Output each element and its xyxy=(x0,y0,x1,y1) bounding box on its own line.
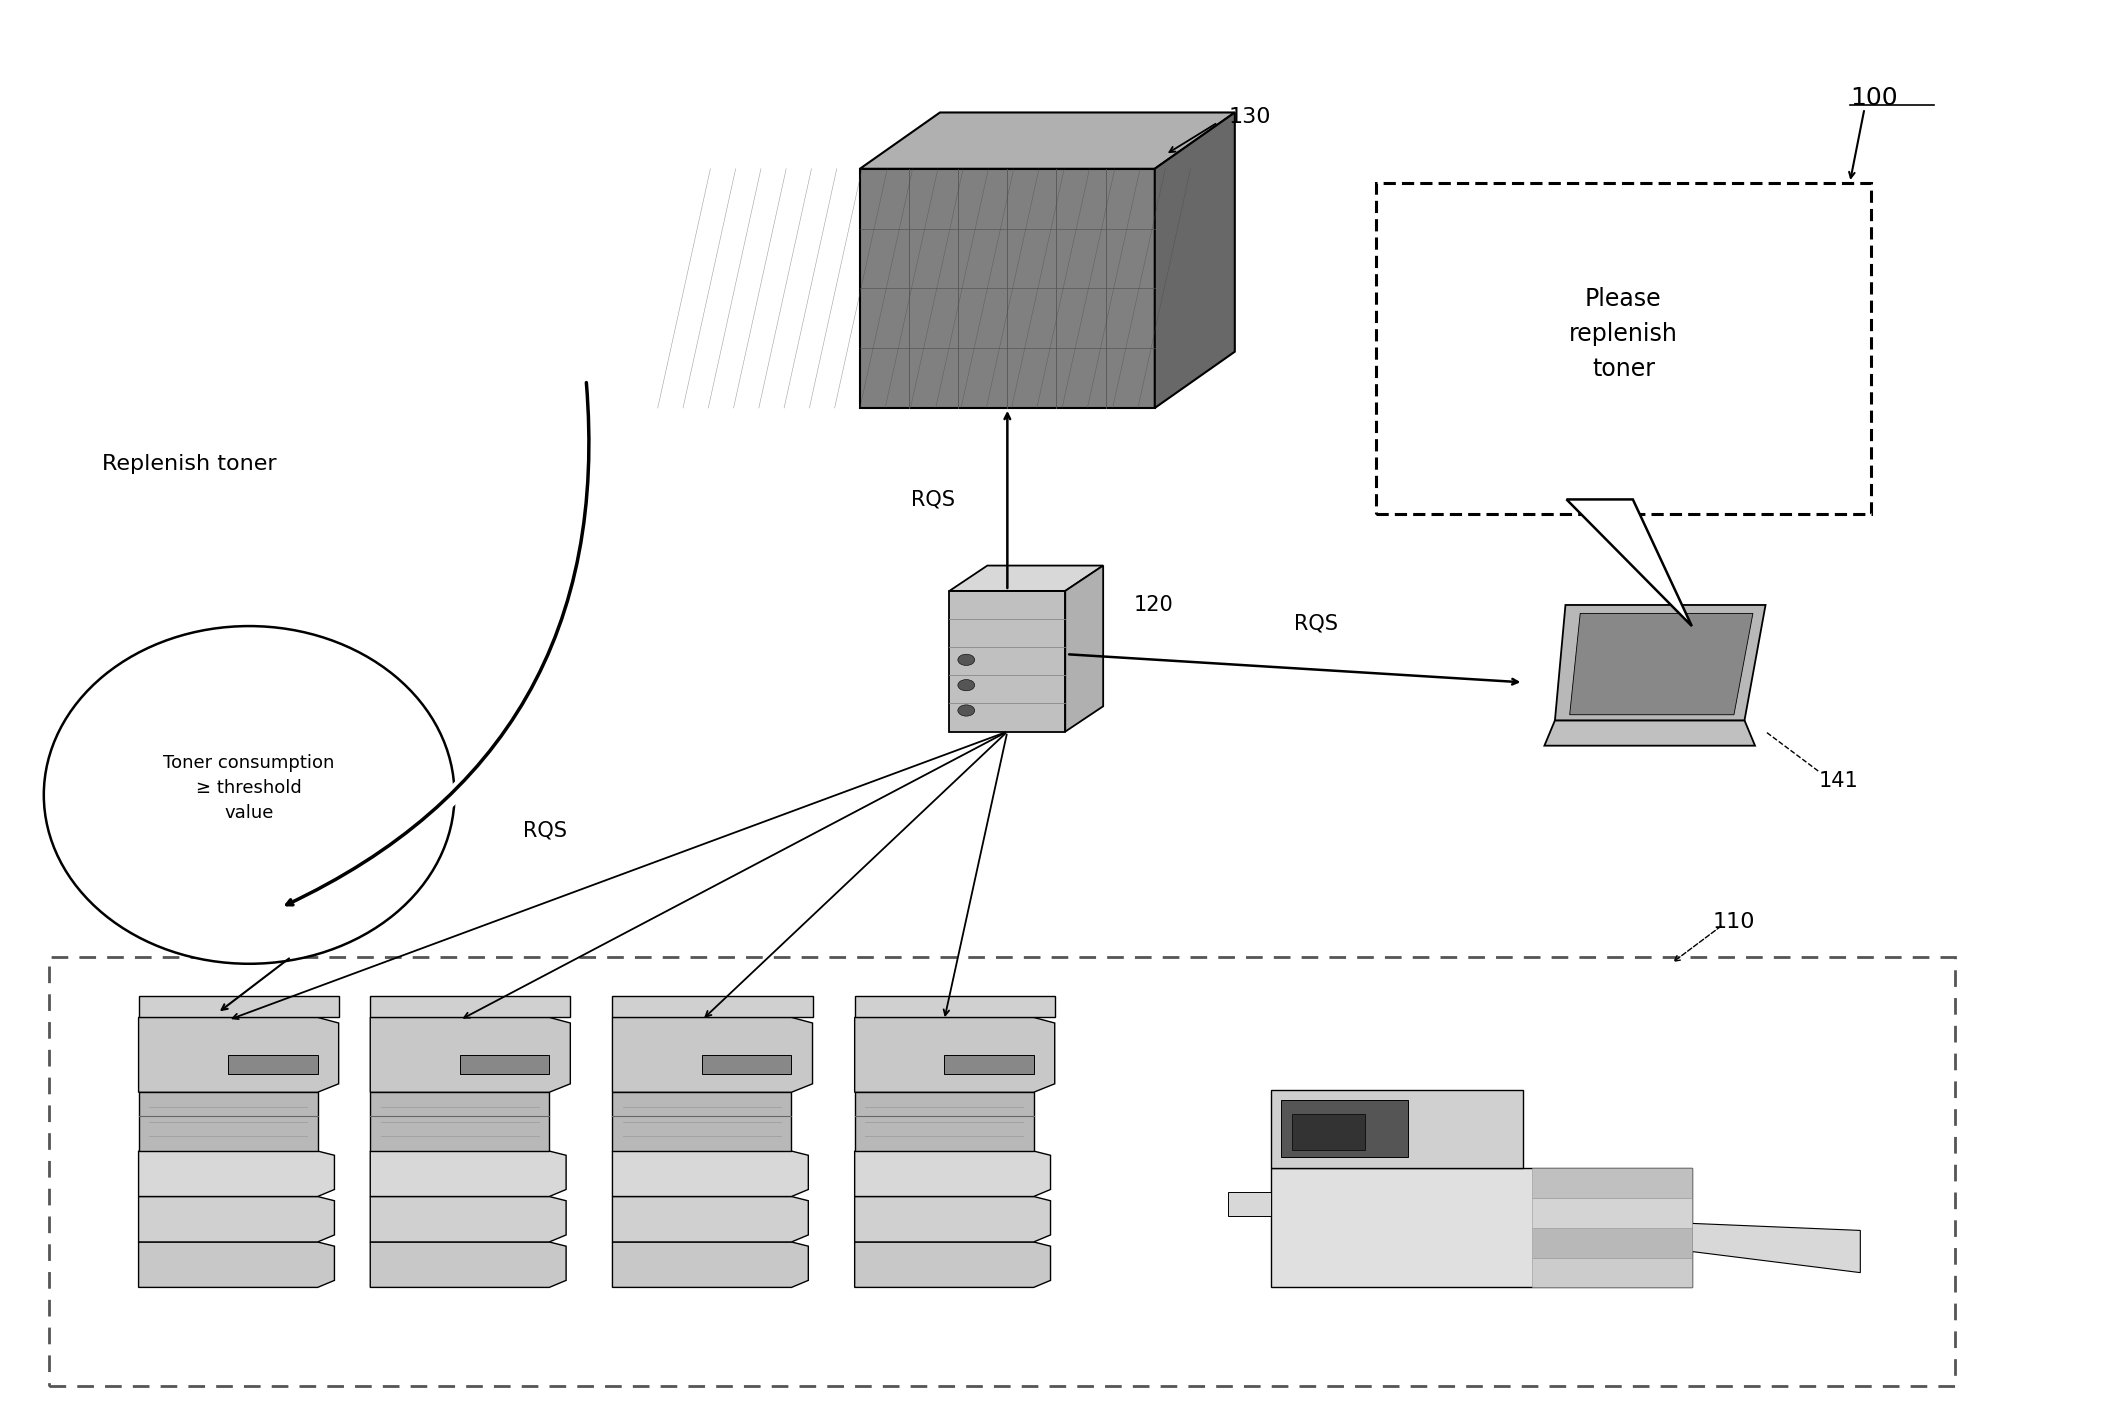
Polygon shape xyxy=(950,566,1102,591)
Polygon shape xyxy=(1155,112,1234,408)
Polygon shape xyxy=(1567,499,1692,627)
Ellipse shape xyxy=(45,627,454,963)
Polygon shape xyxy=(1533,1228,1692,1258)
Text: 141: 141 xyxy=(1819,770,1857,791)
Polygon shape xyxy=(702,1054,791,1073)
Polygon shape xyxy=(1533,1198,1692,1228)
Polygon shape xyxy=(371,1093,549,1151)
Polygon shape xyxy=(371,1017,570,1093)
Circle shape xyxy=(958,705,975,716)
Text: RQS: RQS xyxy=(912,489,954,510)
Text: Replenish toner: Replenish toner xyxy=(102,455,276,475)
Polygon shape xyxy=(460,1054,549,1073)
Polygon shape xyxy=(854,1017,1056,1093)
Text: Please
replenish
toner: Please replenish toner xyxy=(1569,287,1677,381)
Polygon shape xyxy=(138,1196,335,1242)
Polygon shape xyxy=(854,1093,1035,1151)
Polygon shape xyxy=(1569,614,1753,715)
Polygon shape xyxy=(1227,1192,1270,1215)
Polygon shape xyxy=(1064,566,1102,732)
Polygon shape xyxy=(1280,1100,1408,1157)
Polygon shape xyxy=(1291,1114,1365,1150)
Polygon shape xyxy=(613,1093,791,1151)
Polygon shape xyxy=(950,591,1064,732)
Polygon shape xyxy=(861,169,1155,408)
Polygon shape xyxy=(854,1151,1052,1196)
Polygon shape xyxy=(138,996,339,1017)
Circle shape xyxy=(958,654,975,665)
Polygon shape xyxy=(854,1196,1052,1242)
Polygon shape xyxy=(138,1242,335,1287)
Polygon shape xyxy=(613,1151,808,1196)
Polygon shape xyxy=(1270,1168,1692,1287)
Circle shape xyxy=(958,679,975,691)
Text: 110: 110 xyxy=(1713,911,1755,932)
Text: RQS: RQS xyxy=(1293,612,1338,634)
Polygon shape xyxy=(371,1242,566,1287)
Polygon shape xyxy=(613,996,812,1017)
Polygon shape xyxy=(371,1196,566,1242)
Polygon shape xyxy=(1533,1258,1692,1287)
Polygon shape xyxy=(1554,605,1766,720)
Polygon shape xyxy=(1692,1223,1861,1273)
Polygon shape xyxy=(1533,1168,1692,1198)
Text: 120: 120 xyxy=(1134,595,1174,615)
Polygon shape xyxy=(229,1054,318,1073)
Text: Toner consumption
≥ threshold
value: Toner consumption ≥ threshold value xyxy=(163,755,335,821)
Polygon shape xyxy=(371,1151,566,1196)
Polygon shape xyxy=(138,1093,318,1151)
Polygon shape xyxy=(854,1242,1052,1287)
Polygon shape xyxy=(613,1242,808,1287)
Polygon shape xyxy=(138,1017,339,1093)
Polygon shape xyxy=(861,112,1234,169)
Polygon shape xyxy=(613,1017,812,1093)
Polygon shape xyxy=(371,996,570,1017)
Text: 100: 100 xyxy=(1851,87,1897,111)
Text: 130: 130 xyxy=(1227,107,1272,126)
Polygon shape xyxy=(943,1054,1035,1073)
Text: RQS: RQS xyxy=(524,820,566,840)
Polygon shape xyxy=(1543,720,1755,746)
Polygon shape xyxy=(854,996,1056,1017)
Polygon shape xyxy=(613,1196,808,1242)
FancyBboxPatch shape xyxy=(1376,183,1870,513)
Polygon shape xyxy=(138,1151,335,1196)
Polygon shape xyxy=(1270,1090,1524,1168)
